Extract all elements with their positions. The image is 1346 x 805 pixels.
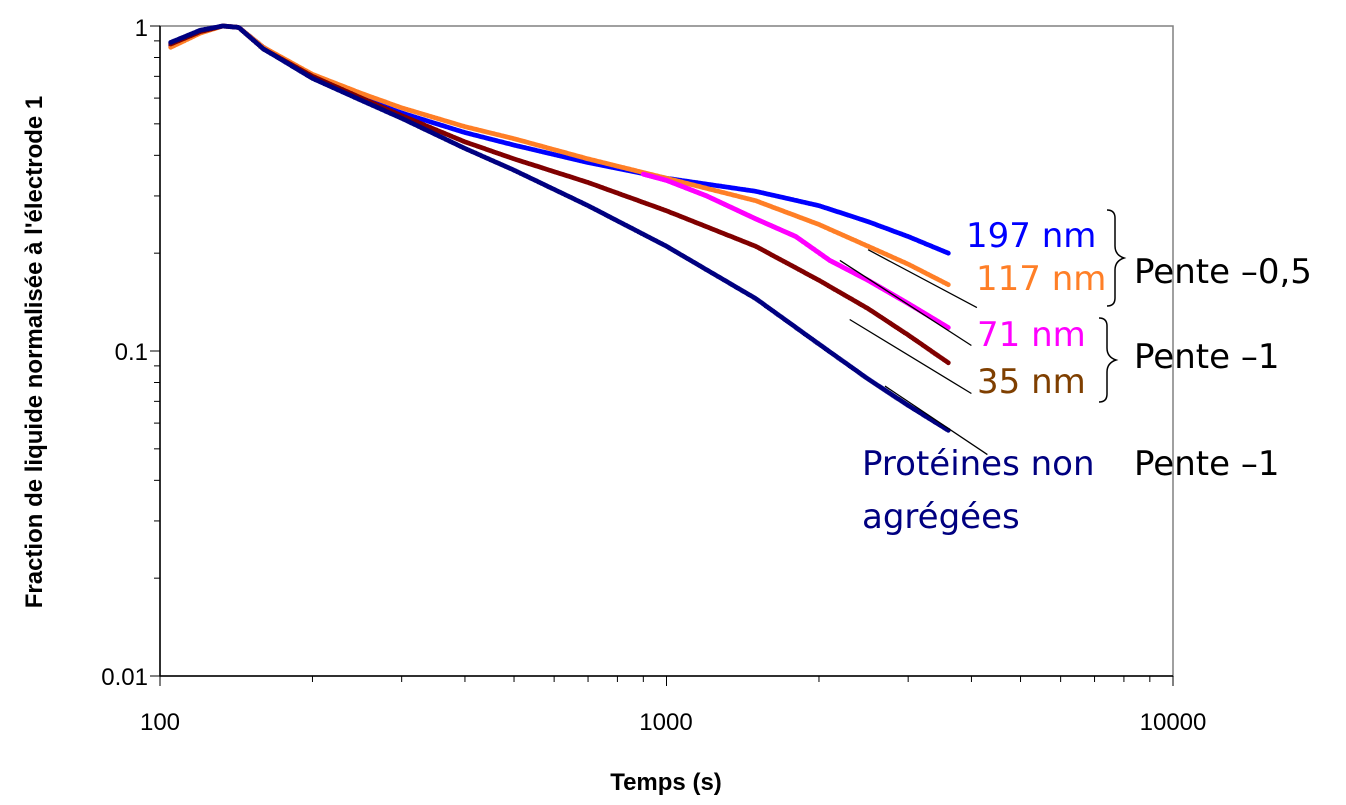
data-point — [945, 282, 951, 288]
series-protéines-non-agrégées — [168, 23, 951, 433]
fit-line — [867, 249, 978, 309]
data-point — [945, 325, 951, 330]
label-197-nm: 197 nm — [966, 216, 1096, 256]
x-tick-label-100: 100 — [140, 709, 180, 736]
axis-ticks — [150, 25, 1174, 686]
y-tick-label-0-1: 0.1 — [115, 339, 148, 366]
fit-line — [849, 318, 972, 395]
y-tick-label-0-01: 0.01 — [101, 664, 148, 691]
brace-lower — [1098, 317, 1119, 403]
x-tick-label-10000: 10000 — [1140, 709, 1207, 736]
label-pente-0-5: Pente –0,5 — [1134, 252, 1312, 292]
fit-lines-layer — [839, 249, 988, 456]
y-tick-label-1: 1 — [135, 15, 148, 42]
series-71-nm — [640, 171, 951, 330]
fit-line — [884, 385, 988, 456]
x-tick-label-1000: 1000 — [639, 709, 692, 736]
label-71-nm: 71 nm — [977, 315, 1086, 355]
series-layer — [168, 23, 951, 433]
series-35-nm — [168, 23, 951, 366]
label-pente-1-b: Pente –1 — [1134, 444, 1279, 484]
label-pente-1-a: Pente –1 — [1134, 337, 1279, 377]
x-axis-title: Temps (s) — [610, 769, 722, 796]
label-proteines-line1: Protéines non — [862, 444, 1095, 484]
fit-line — [839, 259, 972, 347]
brace-upper — [1106, 209, 1127, 307]
data-point — [945, 360, 951, 366]
y-axis-title: Fraction de liquide normalisée à l'élect… — [21, 96, 48, 609]
label-35-nm: 35 nm — [977, 362, 1086, 402]
data-point — [945, 250, 951, 256]
label-117-nm: 117 nm — [976, 259, 1106, 299]
label-proteines-line2: agrégées — [862, 497, 1020, 537]
